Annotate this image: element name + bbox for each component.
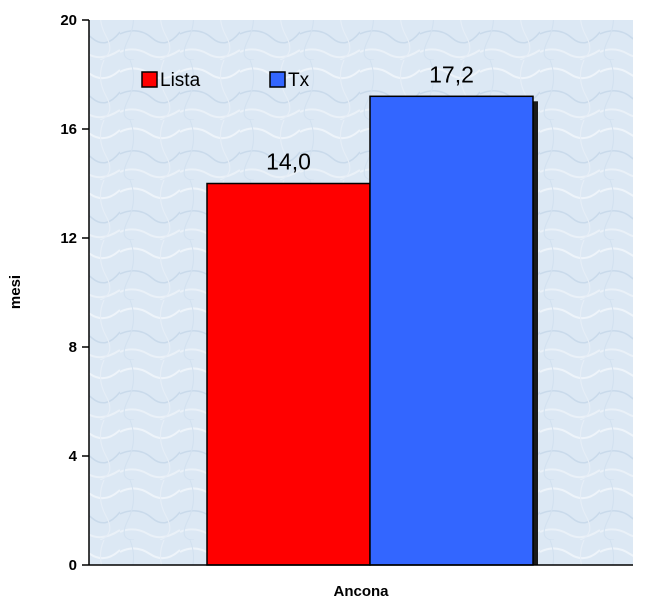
- y-tick-label: 20: [60, 12, 77, 29]
- legend: Lista Tx: [141, 70, 310, 91]
- y-axis-ticks: 0 4 8 12 16 20: [60, 12, 89, 574]
- data-labels-group: 14,0 17,2: [266, 61, 474, 174]
- y-axis-title: mesi: [7, 275, 24, 309]
- data-label-lista: 14,0: [266, 149, 311, 175]
- y-tick-label: 8: [69, 339, 77, 356]
- legend-label-lista: Lista: [160, 70, 201, 91]
- legend-swatch-tx: [269, 71, 286, 88]
- legend-swatch-lista: [141, 71, 158, 88]
- legend-label-tx: Tx: [288, 70, 310, 91]
- x-axis-title: Ancona: [333, 583, 389, 600]
- bar-lista: [206, 182, 371, 566]
- y-tick-label: 16: [60, 121, 77, 138]
- y-tick-label: 4: [69, 448, 78, 465]
- data-label-tx: 17,2: [429, 61, 474, 87]
- y-tick-label: 0: [69, 557, 77, 574]
- y-tick-label: 12: [60, 230, 77, 247]
- bar-tx: [369, 95, 534, 566]
- bars-group: [206, 95, 538, 566]
